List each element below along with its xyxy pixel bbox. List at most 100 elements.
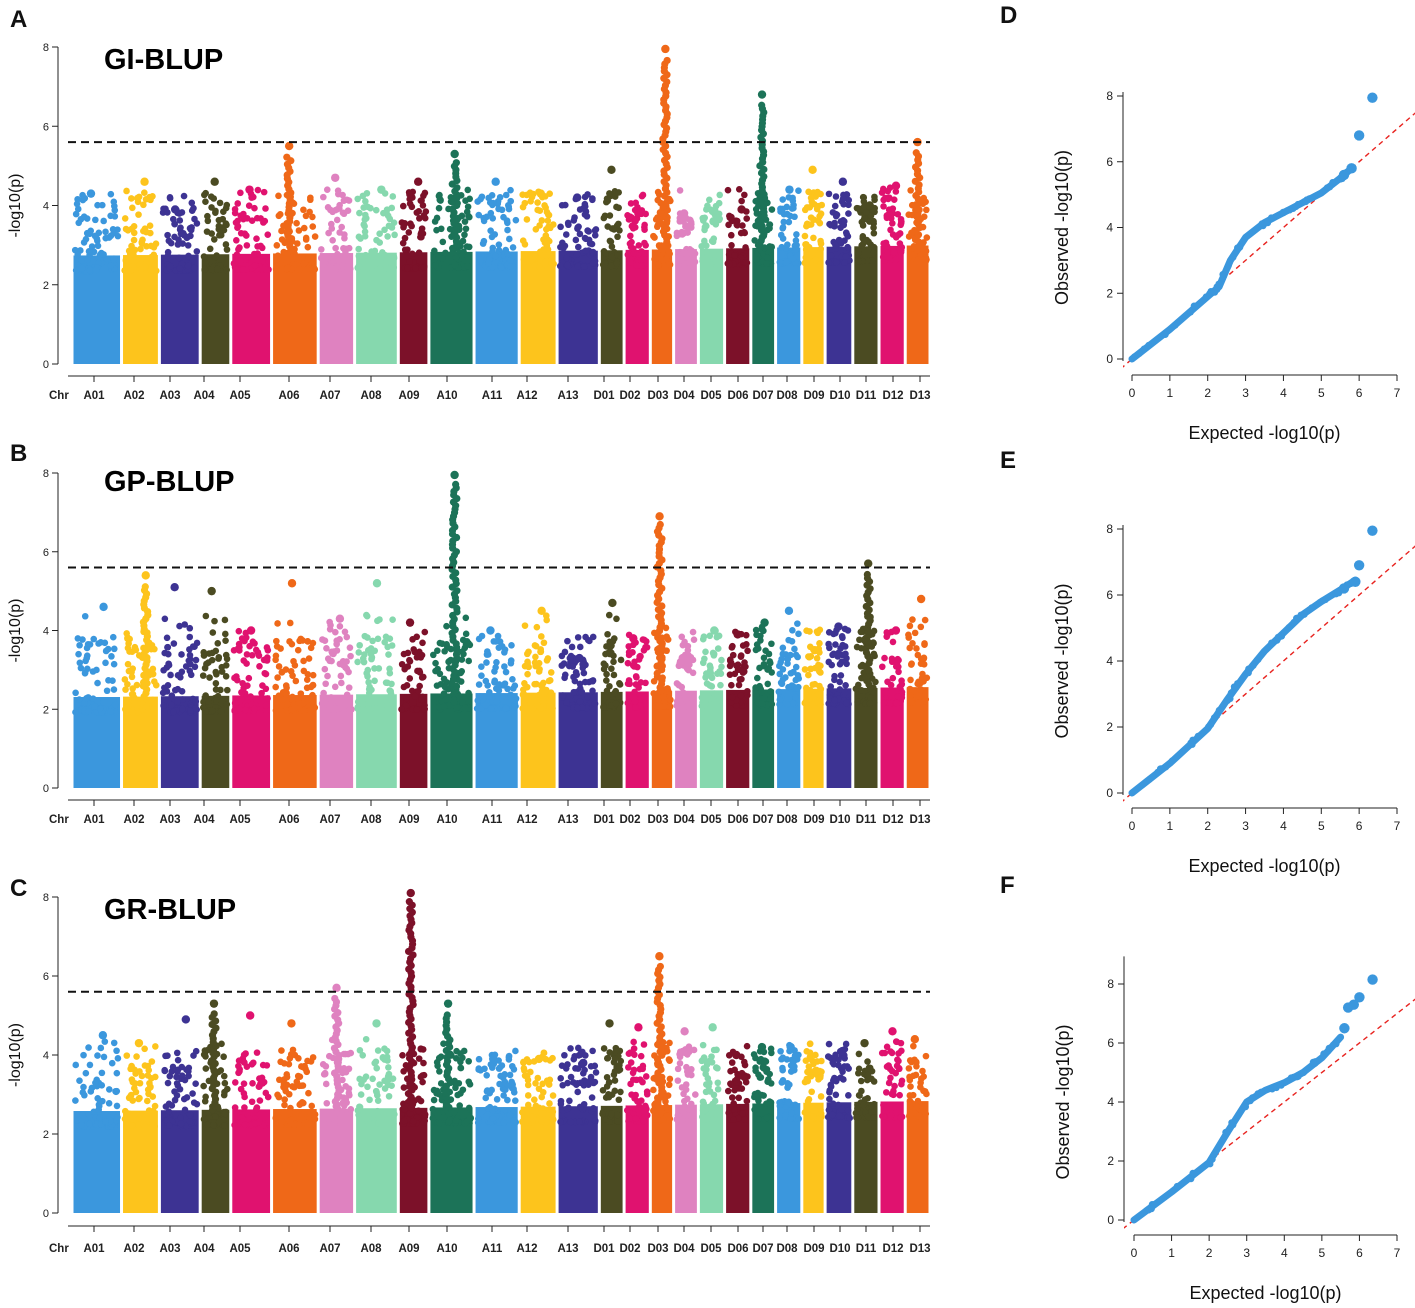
snp-point	[445, 1118, 453, 1125]
snp-point	[177, 1120, 185, 1128]
snp-point	[497, 263, 505, 271]
snp-point	[212, 686, 220, 693]
snp-point	[72, 1061, 80, 1069]
chromosome-A10	[430, 149, 473, 364]
x-axis-title: Chr	[49, 390, 69, 402]
snp-point	[731, 252, 738, 259]
snp-point	[409, 250, 416, 258]
snp-point	[202, 189, 209, 197]
snp-point	[613, 615, 620, 623]
snp-point	[784, 241, 791, 248]
snp-point	[913, 258, 921, 265]
snp-point	[402, 702, 410, 709]
snp-point	[842, 682, 849, 689]
snp-point	[629, 1076, 637, 1084]
snp-point	[256, 662, 263, 670]
snp-point	[922, 247, 930, 255]
snp-peak-point	[785, 185, 794, 194]
snp-point	[107, 708, 115, 715]
snp-point	[611, 193, 619, 200]
snp-point	[630, 1066, 638, 1074]
snp-point	[401, 1105, 408, 1113]
snp-point	[897, 215, 905, 223]
snp-point	[523, 216, 531, 223]
snp-point	[606, 212, 614, 219]
snp-point	[146, 1079, 153, 1087]
snp-band	[699, 248, 724, 364]
snp-point	[688, 247, 696, 255]
snp-point	[74, 251, 81, 258]
snp-point	[240, 657, 248, 664]
snp-point	[760, 694, 768, 702]
snp-point	[103, 687, 111, 695]
snp-point	[360, 221, 368, 228]
snp-point	[889, 205, 897, 212]
snp-peak-point	[760, 618, 769, 627]
snp-point	[489, 1106, 497, 1114]
snp-peak-point	[209, 999, 219, 1008]
snp-point	[701, 237, 708, 245]
snp-band	[675, 690, 697, 788]
snp-peak-point	[634, 1023, 643, 1032]
snp-point	[650, 1086, 657, 1094]
snp-point	[462, 630, 470, 638]
snp-point	[253, 1049, 261, 1056]
snp-point	[111, 206, 119, 214]
snp-point	[415, 1055, 423, 1062]
snp-point	[262, 685, 270, 693]
snp-point	[890, 249, 898, 256]
chromosome-A10	[429, 470, 474, 788]
snp-point	[643, 1088, 651, 1095]
snp-point	[909, 616, 916, 623]
snp-point	[280, 1060, 288, 1067]
snp-point	[869, 217, 877, 225]
chromosome-A04	[199, 586, 231, 788]
snp-point	[743, 215, 751, 222]
snp-point	[111, 701, 119, 709]
snp-point	[536, 665, 543, 673]
snp-point	[742, 244, 749, 251]
snp-point	[283, 700, 291, 708]
snp-point	[706, 682, 714, 689]
snp-point	[831, 202, 839, 210]
snp-point	[832, 641, 839, 648]
snp-point	[740, 228, 748, 236]
chromosome-A05	[230, 185, 272, 364]
snp-point	[506, 235, 513, 243]
snp-point	[630, 245, 637, 253]
snp-point	[216, 199, 224, 207]
snp-point	[418, 228, 425, 236]
snp-point	[688, 1071, 695, 1079]
snp-point	[496, 193, 504, 201]
snp-peak-point	[141, 571, 150, 580]
snp-point	[608, 1110, 615, 1118]
snp-point	[920, 661, 928, 668]
snp-point	[332, 628, 339, 636]
snp-point	[234, 224, 241, 231]
snp-point	[739, 222, 746, 229]
snp-point	[127, 267, 134, 274]
snp-point	[383, 206, 391, 213]
y-tick-label: 4	[43, 626, 49, 638]
snp-point	[830, 650, 837, 658]
snp-peak-point	[916, 594, 926, 604]
snp-point	[305, 254, 313, 261]
snp-point	[475, 1065, 483, 1072]
snp-point	[261, 656, 269, 664]
snp-point	[574, 224, 581, 231]
snp-point	[489, 1115, 497, 1122]
snp-point	[484, 682, 491, 689]
snp-point	[400, 683, 408, 691]
snp-point	[519, 1109, 526, 1116]
snp-point	[452, 1117, 460, 1124]
snp-point	[301, 1109, 309, 1117]
snp-point	[256, 1097, 264, 1104]
snp-point	[510, 1117, 517, 1124]
snp-point	[509, 244, 517, 251]
snp-point	[689, 669, 697, 677]
snp-point	[77, 664, 85, 672]
snp-peak-point	[207, 586, 216, 596]
snp-point	[182, 1122, 190, 1130]
chromosome-label: A12	[516, 814, 537, 826]
snp-point	[576, 643, 584, 651]
